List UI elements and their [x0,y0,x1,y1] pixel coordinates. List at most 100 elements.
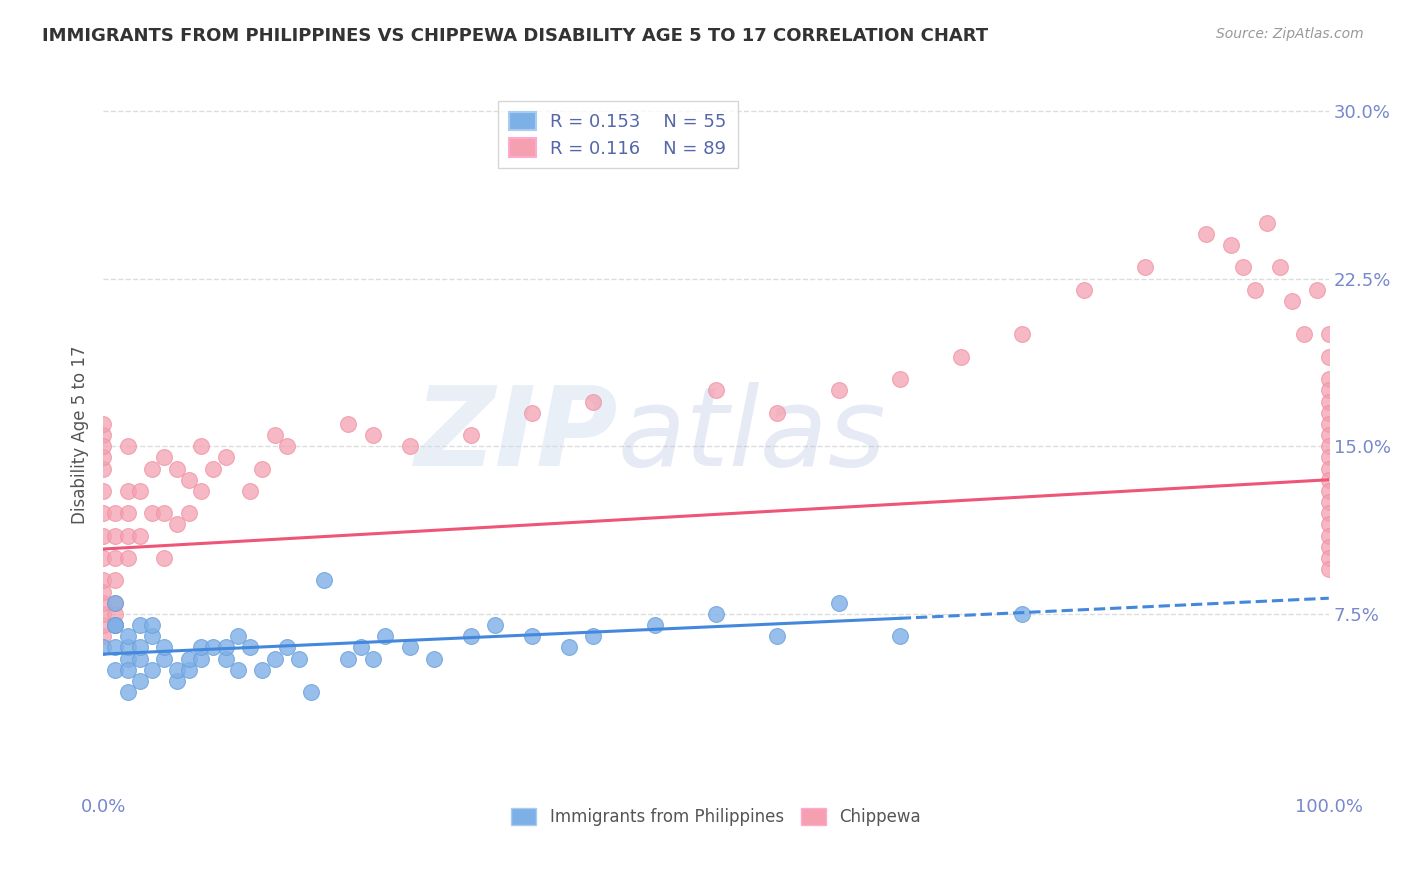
Point [129,651,152,665]
Point [766,406,789,420]
Point [520,406,543,420]
Point [91,584,114,599]
Point [141,618,163,632]
Text: Source: ZipAtlas.com: Source: ZipAtlas.com [1216,27,1364,41]
Point [460,629,482,643]
Point [117,506,139,520]
Text: IMMIGRANTS FROM PHILIPPINES VS CHIPPEWA DISABILITY AGE 5 TO 17 CORRELATION CHART: IMMIGRANTS FROM PHILIPPINES VS CHIPPEWA … [42,27,988,45]
Point [91,439,114,453]
Point [153,506,176,520]
Point [1195,227,1218,241]
Point [827,384,849,398]
Point [117,551,139,566]
Point [104,663,127,677]
Text: ZIP: ZIP [415,382,617,489]
Point [423,651,446,665]
Point [1317,540,1340,554]
Point [1317,350,1340,364]
Point [301,685,323,699]
Point [104,596,127,610]
Point [484,618,506,632]
Point [1244,283,1267,297]
Point [117,483,139,498]
Point [288,651,311,665]
Point [129,640,152,655]
Point [1011,327,1033,342]
Point [1317,461,1340,475]
Point [153,551,176,566]
Point [1268,260,1291,275]
Point [239,640,262,655]
Point [252,461,274,475]
Point [827,596,849,610]
Point [1317,394,1340,409]
Point [104,551,127,566]
Point [153,651,176,665]
Point [337,417,360,431]
Point [202,461,225,475]
Point [1317,372,1340,386]
Point [1317,417,1340,431]
Point [177,651,200,665]
Point [104,618,127,632]
Point [1256,216,1278,230]
Point [91,506,114,520]
Point [1317,384,1340,398]
Point [460,428,482,442]
Point [141,629,163,643]
Point [1281,293,1303,308]
Point [91,461,114,475]
Point [177,663,200,677]
Point [263,651,285,665]
Point [1317,517,1340,532]
Point [117,629,139,643]
Point [1317,327,1340,342]
Point [129,673,152,688]
Point [190,651,212,665]
Point [1305,283,1327,297]
Point [104,574,127,588]
Point [91,629,114,643]
Point [1133,260,1156,275]
Point [166,673,188,688]
Point [263,428,285,442]
Point [276,640,298,655]
Point [582,629,605,643]
Point [177,506,200,520]
Legend: Immigrants from Philippines, Chippewa: Immigrants from Philippines, Chippewa [503,799,929,834]
Point [202,640,225,655]
Point [1317,506,1340,520]
Point [104,596,127,610]
Point [558,640,581,655]
Point [1317,428,1340,442]
Point [361,428,384,442]
Point [91,450,114,465]
Point [91,528,114,542]
Point [117,663,139,677]
Point [141,506,163,520]
Point [117,685,139,699]
Point [950,350,973,364]
Point [215,450,238,465]
Point [704,384,727,398]
Point [1317,439,1340,453]
Point [239,483,262,498]
Point [276,439,298,453]
Point [129,483,152,498]
Point [166,663,188,677]
Point [889,629,911,643]
Point [141,461,163,475]
Point [215,640,238,655]
Point [104,506,127,520]
Point [337,651,360,665]
Point [190,483,212,498]
Point [766,629,789,643]
Point [252,663,274,677]
Point [582,394,605,409]
Point [226,663,249,677]
Point [704,607,727,621]
Point [1317,551,1340,566]
Point [91,607,114,621]
Point [117,640,139,655]
Point [104,607,127,621]
